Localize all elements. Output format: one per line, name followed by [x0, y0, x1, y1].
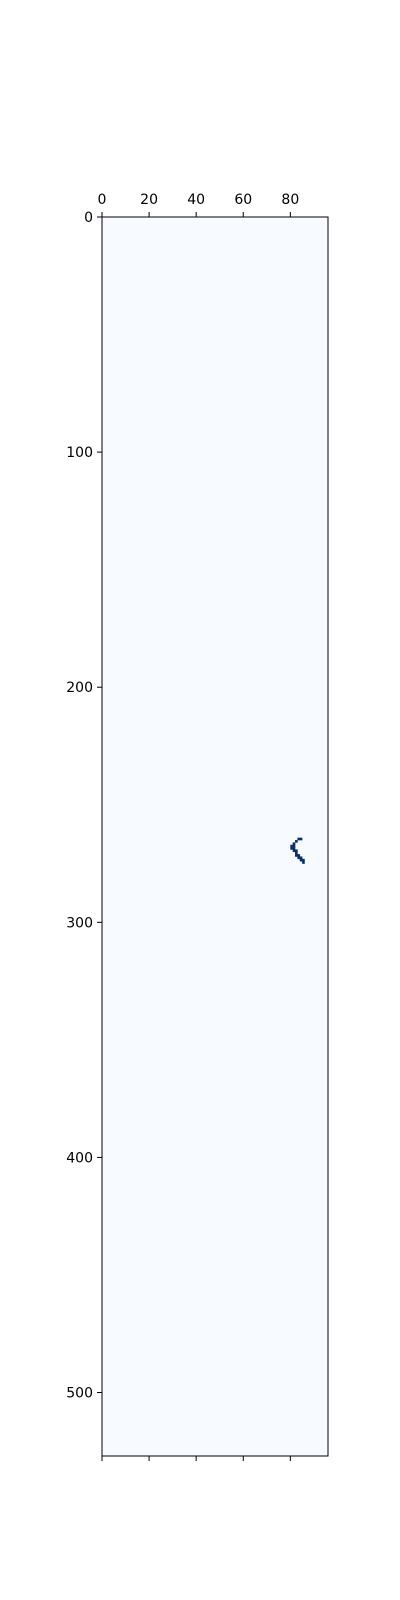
heatmap-cell	[292, 844, 296, 848]
y-tick-label: 0	[84, 210, 93, 226]
heatmap-cell	[295, 849, 298, 853]
x-axis-top: 0 20 40 60 80	[98, 192, 299, 217]
heatmap-cell	[297, 854, 301, 857]
y-tick-label: 300	[66, 915, 93, 931]
x-axis-bottom	[101, 1456, 291, 1461]
y-tick-label: 100	[66, 445, 93, 461]
plot-area	[102, 217, 328, 1456]
y-tick-label: 200	[66, 680, 93, 696]
x-tick-label: 20	[140, 192, 158, 208]
heatmap-cell	[295, 851, 298, 855]
heatmap-cell	[299, 858, 303, 862]
heatmap-cell	[292, 849, 296, 853]
x-tick-label: 40	[187, 192, 205, 208]
heatmap-cell	[302, 858, 305, 862]
y-tick-label: 400	[66, 1150, 93, 1166]
heatmap-cell	[292, 847, 296, 850]
heatmap-cell	[297, 856, 301, 860]
x-tick-label: 0	[98, 192, 107, 208]
y-tick-label: 500	[66, 1386, 93, 1402]
heatmap-cell	[295, 840, 298, 843]
heatmap-cell	[297, 837, 301, 841]
plot-frame	[101, 216, 329, 1457]
heatmap-cell	[292, 842, 296, 846]
heatmap-cell	[290, 844, 293, 848]
heatmap-cell	[299, 856, 303, 860]
heatmap-cell	[295, 854, 298, 857]
heatmap-cell	[302, 861, 305, 864]
x-tick-label: 60	[234, 192, 252, 208]
heatmap-cell	[299, 837, 303, 841]
data-cells	[290, 837, 305, 864]
heatmap-cell	[290, 847, 293, 850]
y-axis: 0 100 200 300 400 500	[66, 210, 102, 1402]
x-tick-label: 80	[281, 192, 299, 208]
